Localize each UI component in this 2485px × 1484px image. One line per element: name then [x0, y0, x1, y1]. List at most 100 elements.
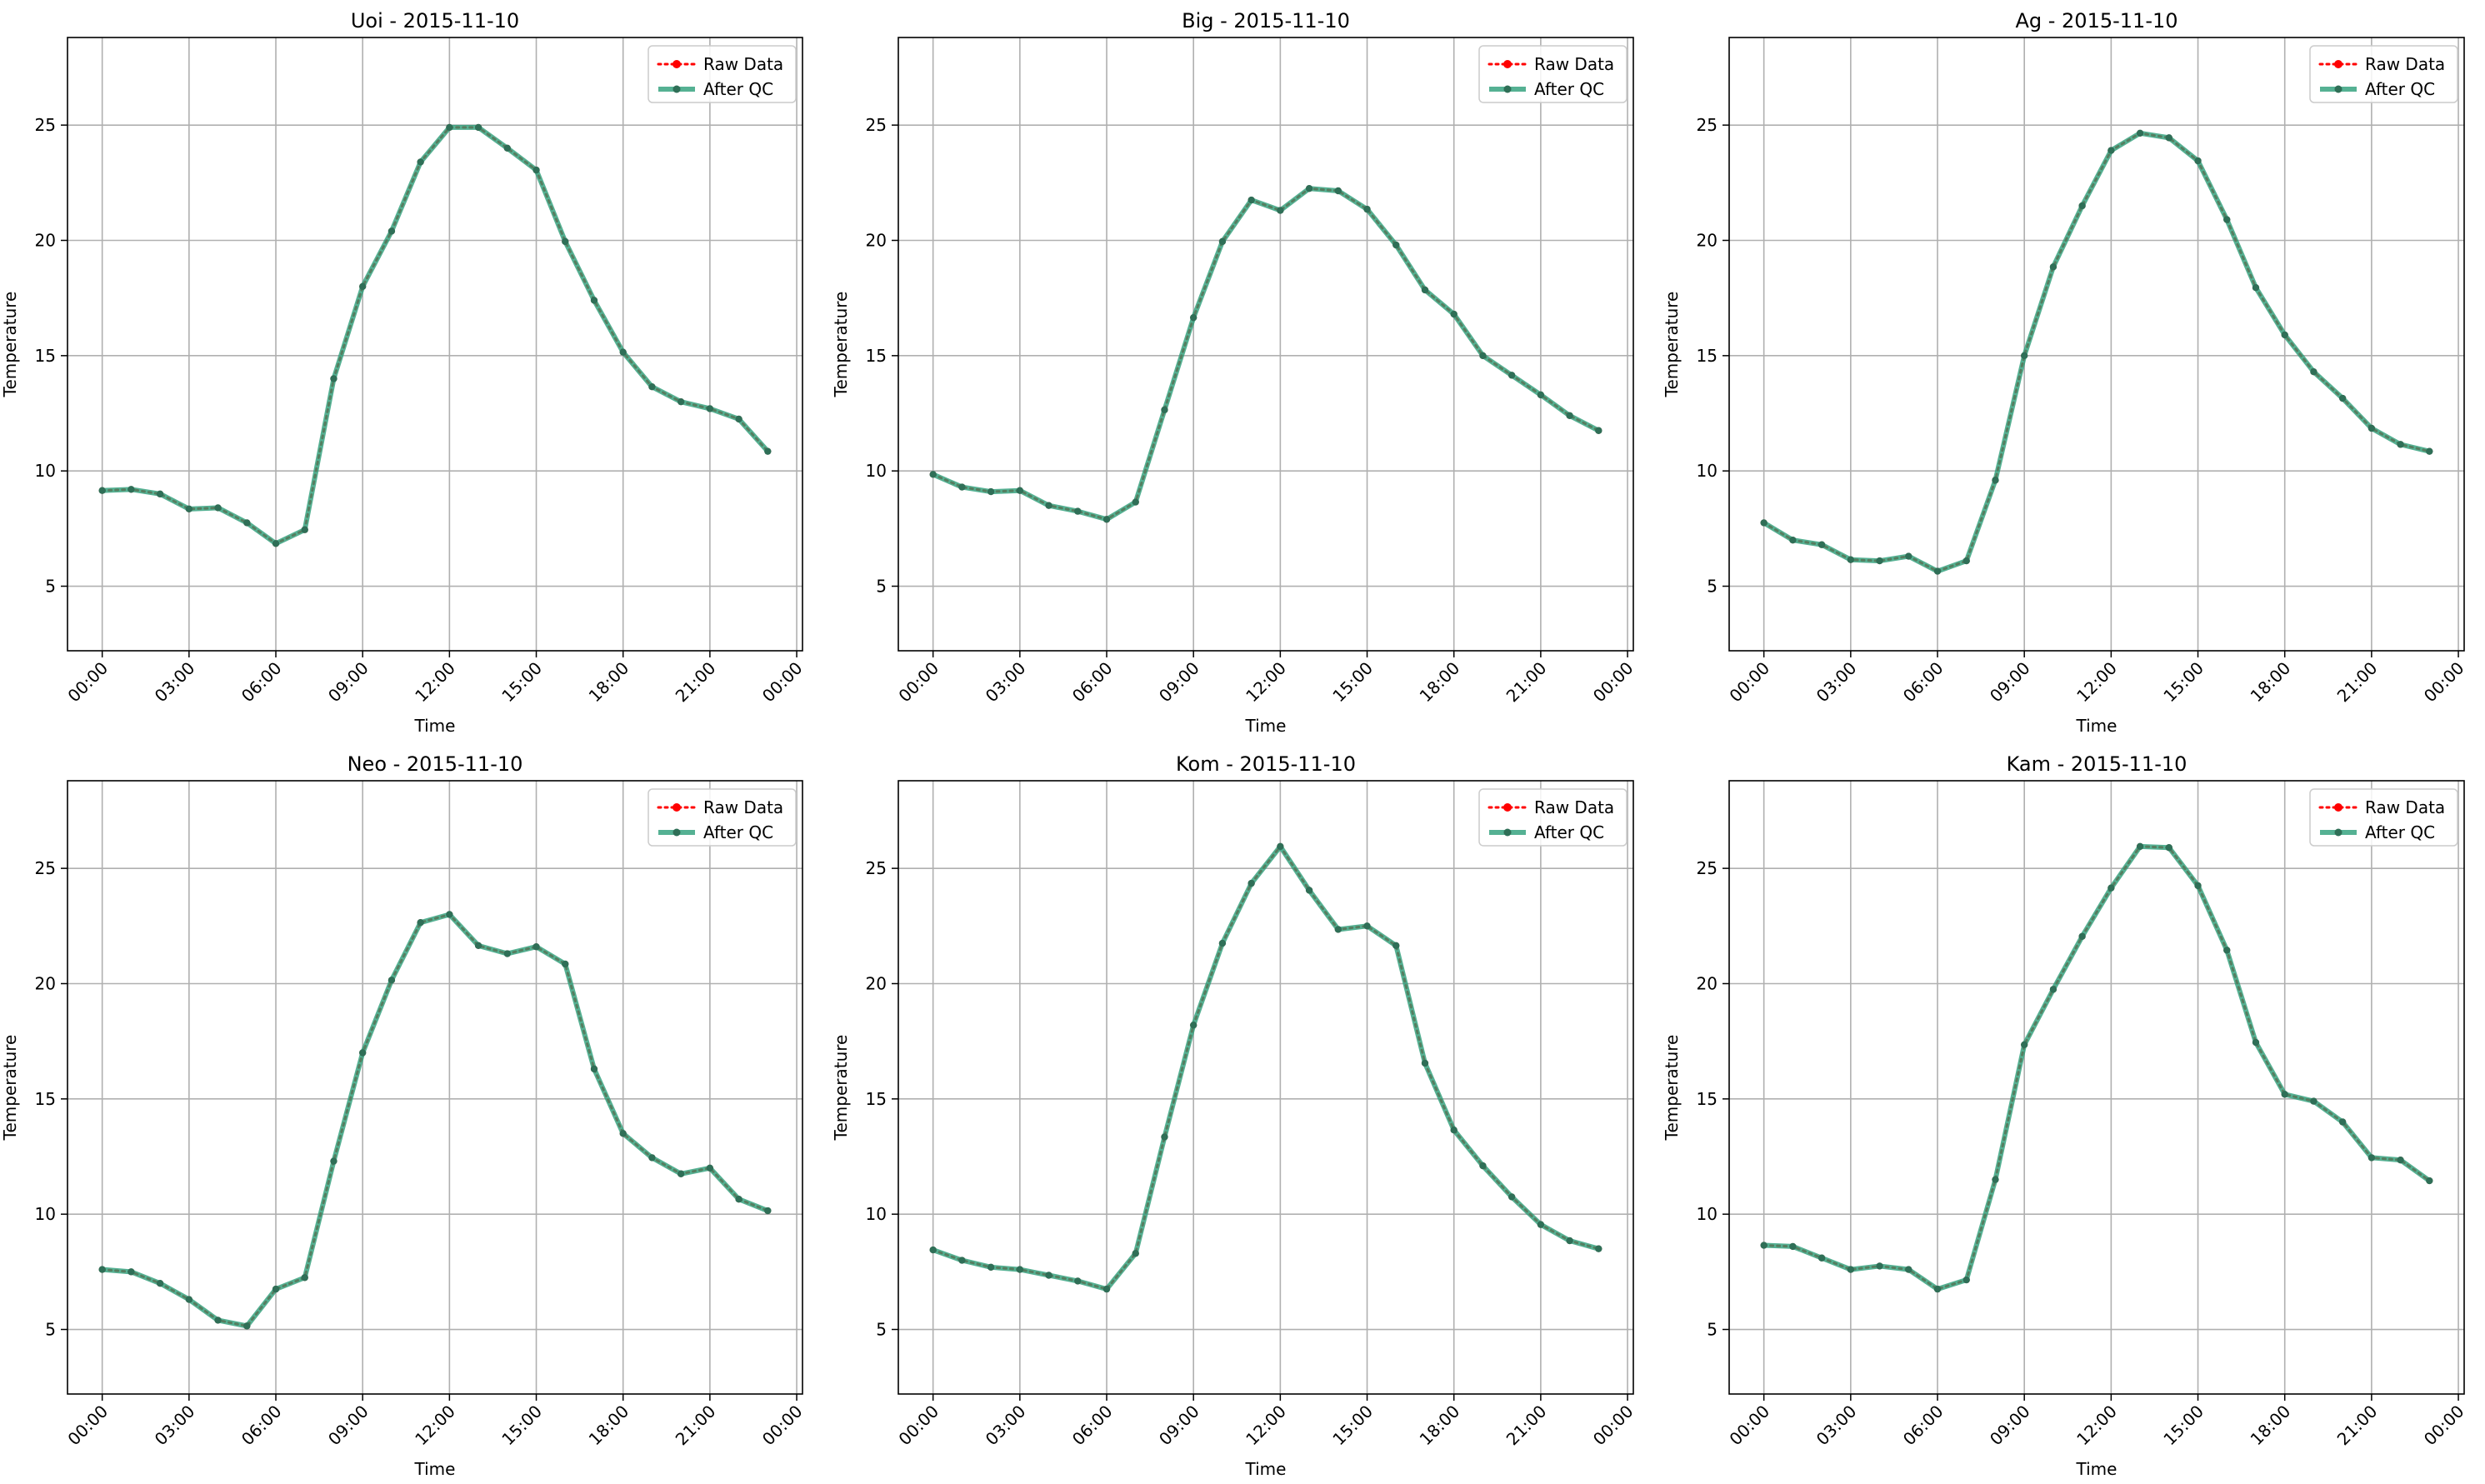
data-point-qc	[2108, 884, 2115, 892]
data-point-qc	[1161, 406, 1168, 414]
x-tick-label: 00:00	[758, 658, 807, 707]
chart-panel-2: Big - 2015-11-10 00:00 03:00 06:00 09:00 12:0…	[831, 9, 1638, 736]
x-tick-label: 21:00	[672, 1402, 720, 1450]
data-point-qc	[185, 505, 193, 513]
series-line-raw	[932, 844, 1600, 1291]
legend-label-qc: After QC	[1534, 822, 1604, 842]
y-tick-label: 5	[1707, 577, 1718, 597]
data-point-qc	[958, 1257, 966, 1264]
y-tick-label: 10	[866, 1204, 887, 1224]
data-point-qc	[987, 1263, 995, 1272]
series-points-raw	[929, 185, 1602, 523]
legend-marker-raw	[1503, 803, 1512, 812]
data-point-qc	[619, 1130, 627, 1137]
legend-label-raw: Raw Data	[2365, 54, 2445, 74]
legend-label-raw: Raw Data	[1534, 797, 1614, 817]
data-point-qc	[1537, 1221, 1545, 1228]
data-point-qc	[2108, 147, 2115, 154]
data-point-qc	[562, 237, 569, 246]
data-point-qc	[2049, 986, 2058, 993]
data-point-qc	[2078, 932, 2086, 940]
legend-marker-qc	[1503, 828, 1512, 837]
data-point-qc	[474, 123, 482, 132]
legend-label-qc: After QC	[1534, 79, 1604, 99]
legend-label-qc: After QC	[2365, 822, 2435, 842]
data-point-qc	[1189, 313, 1198, 322]
data-point-qc	[330, 1157, 338, 1165]
x-tick-label: 15:00	[498, 658, 546, 707]
data-point-qc	[1450, 310, 1458, 318]
data-point-qc	[2020, 352, 2028, 360]
data-point-qc	[1876, 557, 1883, 565]
grid-lines	[68, 781, 802, 1394]
data-point-qc	[706, 405, 714, 412]
x-axis-label: Time	[1245, 716, 1287, 736]
x-tick-label: 00:00	[1589, 658, 1638, 707]
legend-marker-qc	[1503, 85, 1512, 93]
x-tick-label: 12:00	[2072, 1402, 2121, 1450]
data-point-qc	[1392, 241, 1400, 249]
y-tick-label: 15	[866, 346, 887, 366]
x-tick-label: 00:00	[894, 658, 942, 707]
legend-label-raw: Raw Data	[703, 797, 783, 817]
data-point-qc	[1334, 926, 1342, 933]
data-point-qc	[1421, 286, 1429, 294]
data-point-qc	[2020, 1041, 2028, 1049]
data-point-qc	[1045, 502, 1052, 509]
data-point-qc	[987, 487, 995, 496]
data-point-qc	[2338, 394, 2347, 402]
y-tick-label: 25	[866, 115, 887, 135]
y-tick-label: 10	[866, 461, 887, 481]
chart-title: Neo - 2015-11-10	[348, 752, 523, 776]
legend-marker-raw	[1503, 60, 1512, 68]
data-point-qc	[1847, 1266, 1855, 1273]
legend-label-raw: Raw Data	[1534, 54, 1614, 74]
series-line-raw	[101, 912, 769, 1328]
y-tick-label: 10	[35, 461, 56, 481]
data-point-qc	[243, 1322, 251, 1330]
data-point-qc	[98, 1266, 106, 1273]
y-axis-ticks: 5 10 15 20 25	[1697, 115, 1729, 597]
chart-panel-1: Uoi - 2015-11-10 00:00 03:00 06:00 09:00 12:0…	[0, 9, 807, 736]
x-tick-label: 00:00	[758, 1402, 807, 1450]
x-tick-label: 03:00	[1812, 658, 1861, 707]
x-tick-label: 12:00	[411, 1402, 459, 1450]
y-axis-ticks: 5 10 15 20 25	[1697, 858, 1729, 1340]
axes-frame	[1728, 780, 2465, 1395]
data-point-qc	[388, 227, 396, 235]
grid-lines	[898, 37, 1633, 651]
data-point-qc	[446, 123, 453, 132]
data-point-qc	[2281, 1091, 2288, 1098]
data-point-qc	[185, 1296, 193, 1303]
data-point-qc	[648, 382, 656, 391]
data-point-qc	[1189, 1022, 1198, 1029]
data-point-qc	[1566, 412, 1573, 419]
y-axis-ticks: 5 10 15 20 25	[35, 858, 68, 1340]
series-line-qc	[1763, 843, 2432, 1292]
data-point-qc	[1218, 939, 1227, 947]
chart-panel-3: Ag - 2015-11-10 00:00 03:00 06:00 09:00 12:00…	[1662, 9, 2468, 736]
data-point-qc	[474, 942, 482, 950]
y-tick-label: 25	[866, 858, 887, 878]
data-point-qc	[1045, 1272, 1052, 1279]
data-point-qc	[2136, 842, 2144, 851]
x-tick-label: 21:00	[2333, 1402, 2382, 1450]
data-point-qc	[1595, 1245, 1602, 1252]
data-point-qc	[1992, 477, 1999, 484]
data-point-qc	[1277, 842, 1284, 851]
x-axis-ticks: 00:00 03:00 06:00 09:00 12:00 15:00 18:00 21:00…	[894, 651, 1638, 707]
data-point-qc	[1905, 552, 1912, 560]
data-point-qc	[1933, 1285, 1942, 1293]
data-point-qc	[156, 1279, 164, 1287]
y-tick-label: 10	[35, 1204, 56, 1224]
data-point-qc	[1962, 557, 1970, 565]
data-point-qc	[1277, 207, 1284, 214]
legend: Raw Data After QC	[2309, 788, 2458, 847]
data-point-qc	[1933, 567, 1942, 575]
x-tick-label: 21:00	[1502, 658, 1551, 707]
y-tick-label: 5	[45, 1320, 56, 1340]
chart-panel-6: Kam - 2015-11-10 00:00 03:00 06:00 09:00 12:0…	[1662, 752, 2468, 1479]
data-point-qc	[1305, 185, 1313, 192]
x-tick-label: 00:00	[63, 658, 112, 707]
chart-title: Kom - 2015-11-10	[1176, 752, 1356, 776]
